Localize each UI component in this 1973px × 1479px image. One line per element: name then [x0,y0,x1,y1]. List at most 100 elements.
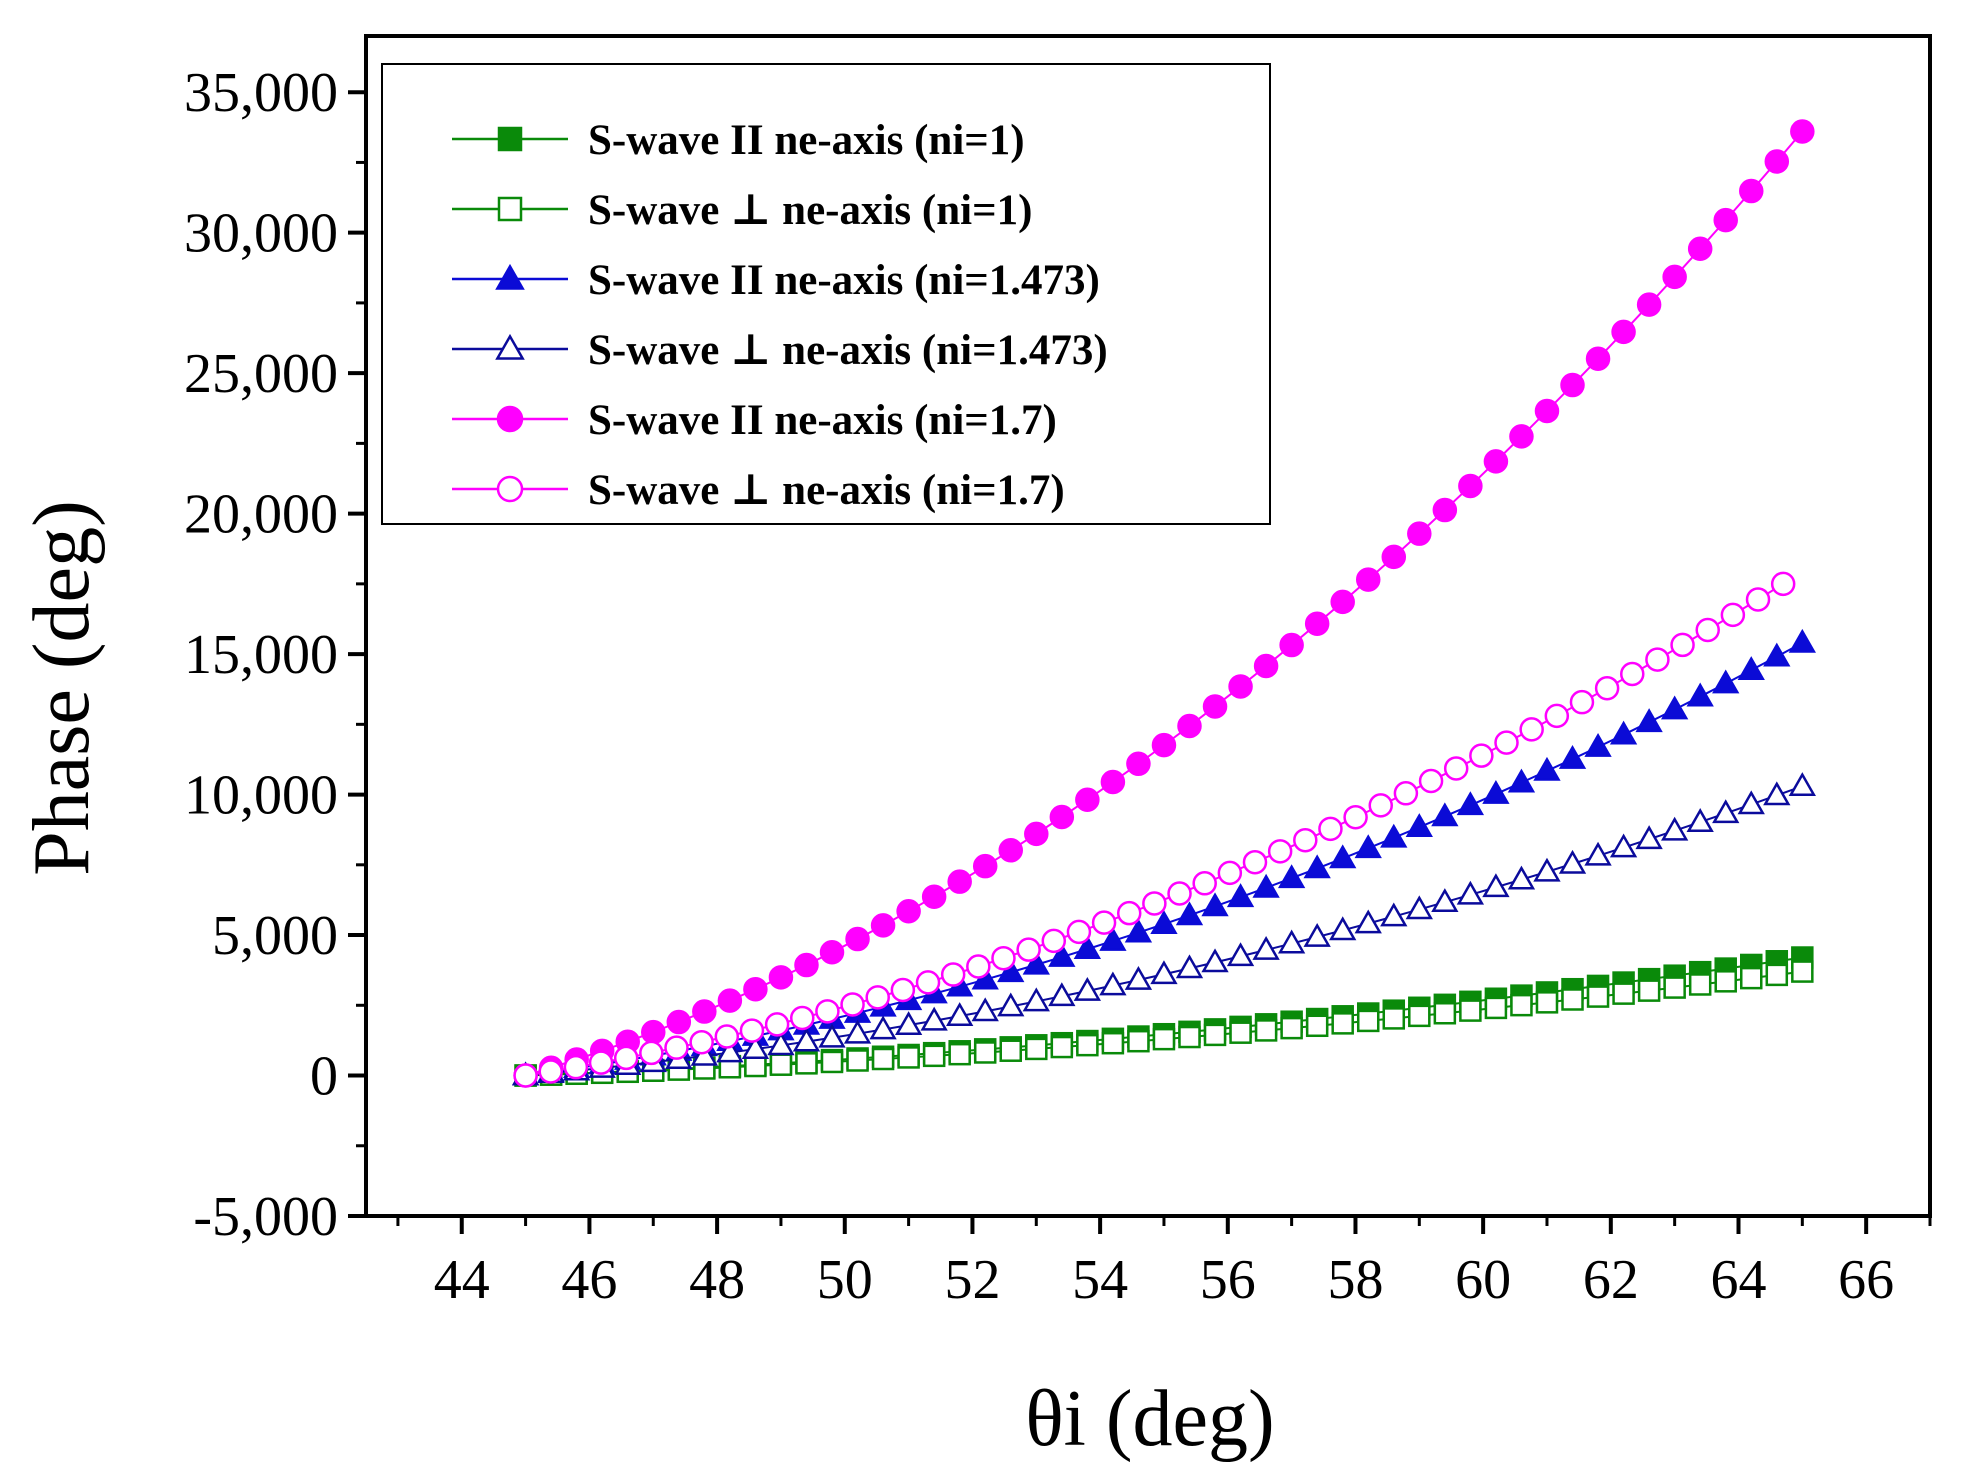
data-point [1443,756,1469,781]
data-point [1586,985,1610,1008]
data-point [991,945,1016,971]
data-point [1686,808,1714,832]
data-point [869,1015,897,1040]
legend-label: S-wave ⊥ ne-axis (ni=1.473) [588,327,1108,374]
data-point [1124,918,1153,943]
data-point [1687,236,1713,261]
data-point [1763,642,1791,667]
data-point [1686,682,1714,707]
data-point [1175,901,1204,926]
data-point [1280,1016,1303,1040]
data-point [1356,1009,1380,1033]
data-point [1494,730,1519,755]
data-point [921,884,947,909]
legend-marker [495,333,525,360]
series-layer [511,119,1816,1088]
data-point [1745,587,1771,612]
data-point [1277,929,1306,954]
data-point [1763,781,1791,806]
data-point [940,962,966,987]
legend-item: S-wave ⊥ ne-axis (ni=1.7) [452,467,1065,514]
data-point [1408,1004,1431,1028]
data-point [1645,647,1670,672]
data-point [1101,1031,1125,1055]
data-point [1016,937,1041,962]
data-point [920,1006,948,1031]
x-tick-label: 58 [1327,1249,1383,1311]
data-point [1670,632,1695,658]
data-point [1318,816,1343,842]
data-point [1609,720,1638,745]
data-point [1226,883,1255,908]
data-point [1331,1012,1354,1035]
data-point [1737,790,1765,815]
y-tick-label: 25,000 [184,343,338,405]
x-axis-title: θi (deg) [1025,1375,1274,1463]
data-point [1099,926,1127,951]
data-point [1100,769,1126,795]
data-point [1226,942,1255,967]
data-point [973,1041,997,1064]
data-point [1713,207,1738,233]
data-point [1609,833,1638,858]
data-point [1561,988,1584,1011]
data-point [1788,628,1816,653]
data-point [890,977,916,1003]
data-point [1662,264,1687,290]
data-point [1329,916,1357,941]
tick-layer: 44 46 48 50 52 54 56 58 60 62 64 66 -5,000 0 5,000 10,0… [184,62,1932,1311]
y-tick-label: 5,000 [212,905,338,967]
data-point [840,992,865,1017]
data-point [743,976,768,1002]
data-point [1765,963,1789,987]
data-point [1252,873,1280,898]
data-point [563,1054,589,1080]
data-point [1790,119,1815,144]
data-point [1073,976,1102,1001]
data-point [794,952,819,978]
x-tick-label: 56 [1200,1249,1256,1311]
data-point [1534,398,1560,424]
legend-marker [497,126,523,152]
legend-marker [495,263,525,290]
data-point [1558,849,1587,874]
data-point [1407,521,1432,546]
data-point [1142,891,1167,916]
data-point [1066,919,1092,945]
data-point [1048,943,1076,967]
data-point [999,1039,1023,1062]
data-point [692,999,717,1024]
legend-label: S-wave ⊥ ne-axis (ni=1.7) [588,467,1065,514]
data-point [1091,910,1117,935]
data-point [1229,1021,1252,1044]
y-tick-label: 20,000 [184,484,338,546]
data-point [1510,993,1533,1017]
data-point [1303,854,1331,879]
series-2 [514,960,1814,1087]
data-point [664,1035,689,1060]
data-point [690,1041,718,1066]
legend: S-wave II ne-axis (ni=1) S-wave ⊥ ne-axis… [381,63,1271,525]
data-point [717,988,743,1013]
y-tick-label: 10,000 [184,765,338,827]
data-point [1544,703,1570,729]
y-tick-label: 30,000 [184,203,338,265]
data-point [1635,825,1663,850]
data-point [1459,999,1482,1022]
data-point [1217,860,1243,886]
data-point [1456,880,1485,905]
data-point [1636,292,1662,317]
data-point [1405,895,1433,920]
data-point [818,1023,846,1048]
data-point [613,1045,639,1071]
data-point [997,992,1025,1017]
data-point [966,954,991,979]
data-point [1201,892,1229,917]
legend-item: S-wave ⊥ ne-axis (ni=1.473) [452,327,1108,374]
data-point [1594,675,1620,701]
data-point [790,1005,815,1031]
data-point [1073,935,1102,959]
data-point [1303,922,1331,947]
data-point [513,1063,538,1088]
